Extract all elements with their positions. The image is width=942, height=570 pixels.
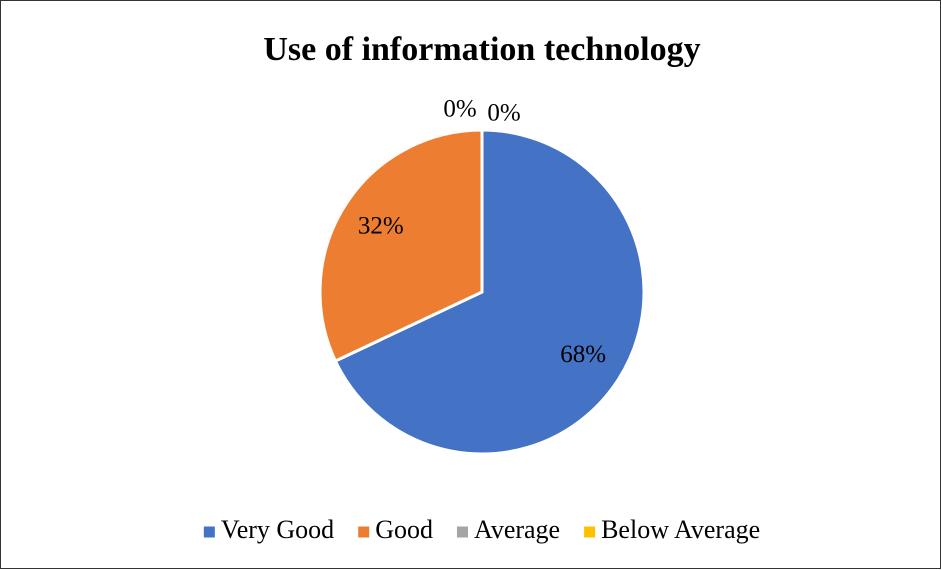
legend-swatch [203,526,215,538]
chart-title: Use of information technology [263,31,700,68]
data-label: 68% [560,341,606,368]
legend-swatch [456,526,468,538]
legend-swatch [584,526,596,538]
legend-label: Good [375,515,433,544]
legend-label: Very Good [221,515,334,544]
legend-swatch [358,526,370,538]
legend-label: Average [474,515,560,544]
pie-slice [333,128,646,456]
data-label: 0% [443,95,476,122]
data-label: 0% [487,99,520,126]
data-label: 32% [358,212,404,239]
pie-slice [318,128,484,363]
legend-label: Below Average [601,515,760,544]
